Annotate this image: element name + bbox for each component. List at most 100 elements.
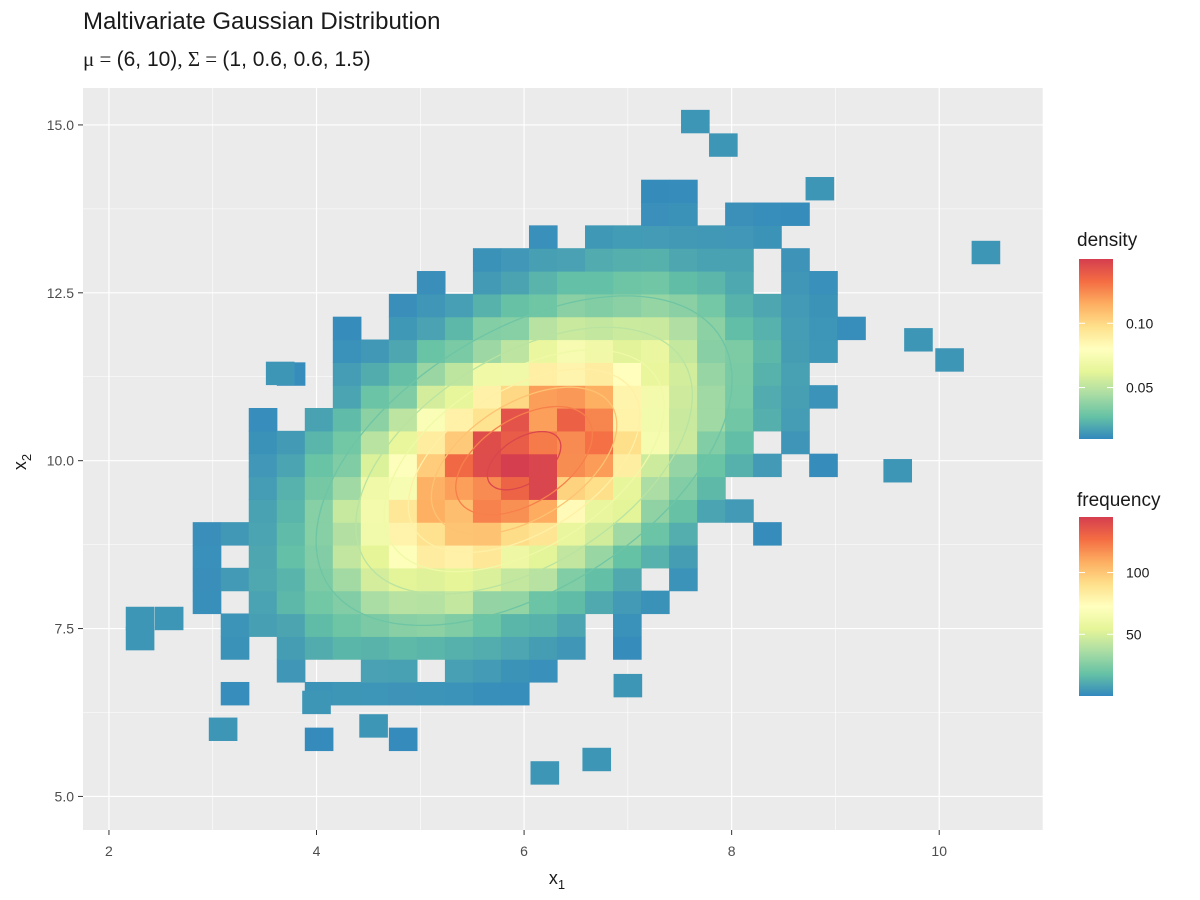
heatmap-tile [360, 681, 390, 706]
heatmap-tile [192, 590, 222, 615]
heatmap-tile [725, 271, 754, 295]
heatmap-tile [753, 316, 782, 341]
heatmap-tile [192, 567, 222, 592]
heatmap-tile [613, 271, 642, 295]
legend-frequency-tick-label: 100 [1126, 565, 1150, 581]
heatmap-tile [500, 613, 530, 637]
heatmap-tile [613, 408, 642, 432]
heatmap-tile [332, 430, 362, 455]
heatmap-tile-outlier [265, 361, 295, 386]
heatmap-tile [809, 293, 838, 318]
heatmap-tile [304, 408, 334, 432]
heatmap-tile [416, 339, 446, 363]
heatmap-tile [669, 408, 698, 432]
heatmap-tile [585, 522, 614, 546]
heatmap-tile [641, 202, 670, 226]
heatmap-tile [500, 636, 530, 660]
heatmap-tile [500, 522, 530, 546]
heatmap-tile [528, 613, 558, 637]
heatmap-tile [528, 544, 558, 569]
heatmap-tile [500, 590, 530, 615]
heatmap-tile [556, 271, 586, 295]
heatmap-tile [585, 339, 614, 363]
heatmap-tile [360, 613, 390, 637]
heatmap-tile [332, 385, 362, 409]
heatmap-tile [556, 248, 586, 272]
heatmap-tile [585, 271, 614, 295]
heatmap-tile [332, 613, 362, 637]
heatmap-tile [500, 339, 530, 363]
y-tick-label: 15.0 [47, 117, 74, 133]
heatmap-tile [809, 316, 838, 341]
heatmap-tile [388, 385, 418, 409]
heatmap-tile-outlier [681, 109, 710, 134]
heatmap-tile [360, 522, 390, 546]
heatmap-tile [528, 522, 558, 546]
density-contour [455, 405, 594, 516]
heatmap-tile [304, 544, 334, 569]
legend-density-tick-label: 0.10 [1126, 315, 1153, 331]
heatmap-tile [641, 339, 670, 363]
heatmap-tile [248, 453, 278, 478]
heatmap-tile [276, 613, 306, 637]
heatmap-tile [276, 476, 306, 500]
heatmap-tile [388, 636, 418, 660]
heatmap-tile [528, 567, 558, 592]
heatmap-tile [500, 362, 530, 386]
heatmap-tile [781, 362, 810, 386]
heatmap-tile [360, 544, 390, 569]
x-tick-label: 8 [728, 843, 736, 859]
heatmap-tile [444, 636, 474, 660]
y-tick-label: 10.0 [47, 453, 74, 469]
heatmap-tile [388, 362, 418, 386]
heatmap-tile [809, 453, 838, 478]
heatmap-tile [613, 522, 642, 546]
heatmap-tile-outlier [971, 240, 1001, 265]
heatmap-tile [500, 293, 530, 318]
heatmap-tile [360, 590, 390, 615]
heatmap-tile [585, 567, 614, 592]
heatmap-tile [444, 590, 474, 615]
heatmap-tile [528, 453, 558, 478]
heatmap-tile [725, 430, 754, 455]
heatmap-tile [528, 430, 558, 455]
heatmap-tile [472, 316, 502, 341]
heatmap-tile [669, 430, 698, 455]
heatmap-tile [248, 613, 278, 637]
heatmap-tile [641, 248, 670, 272]
heatmap-tile [444, 613, 474, 637]
heatmap-tile [556, 453, 586, 478]
chart-title: Maltivariate Gaussian Distribution [83, 8, 441, 35]
heatmap-tile-outlier [154, 606, 184, 631]
heatmap-tile [585, 590, 614, 615]
heatmap-tile [416, 636, 446, 660]
heatmap-tile-outlier [125, 626, 155, 651]
heatmap-tile [444, 385, 474, 409]
heatmap-tile [444, 476, 474, 500]
heatmap-tile [641, 476, 670, 500]
heatmap-tile [248, 408, 278, 432]
legend-density-colorbar [1079, 259, 1113, 439]
heatmap-tile [444, 659, 474, 683]
heatmap-tile [528, 408, 558, 432]
x-axis-label: x1 [549, 868, 565, 892]
heatmap-tile [528, 590, 558, 615]
heatmap-tile [416, 544, 446, 569]
heatmap-tile [388, 659, 418, 683]
x-axis-ticks: 2 4 6 8 10 [105, 830, 947, 859]
heatmap-tiles [125, 109, 1001, 785]
legend-density-tick-label: 0.05 [1126, 380, 1153, 396]
x-tick-label: 4 [313, 843, 321, 859]
heatmap-tile [360, 362, 390, 386]
density-contour [315, 295, 733, 627]
heatmap-tile [416, 271, 446, 295]
heatmap-tile [248, 476, 278, 500]
heatmap-tile [725, 362, 754, 386]
heatmap-tile [725, 202, 754, 226]
chart-subtitle: μ = (6, 10), Σ = (1, 0.6, 0.6, 1.5) [83, 47, 371, 71]
heatmap-tile [444, 453, 474, 478]
density-contour [430, 386, 618, 535]
heatmap-tile [388, 590, 418, 615]
heatmap-tile [360, 476, 390, 500]
heatmap-tile [641, 225, 670, 249]
